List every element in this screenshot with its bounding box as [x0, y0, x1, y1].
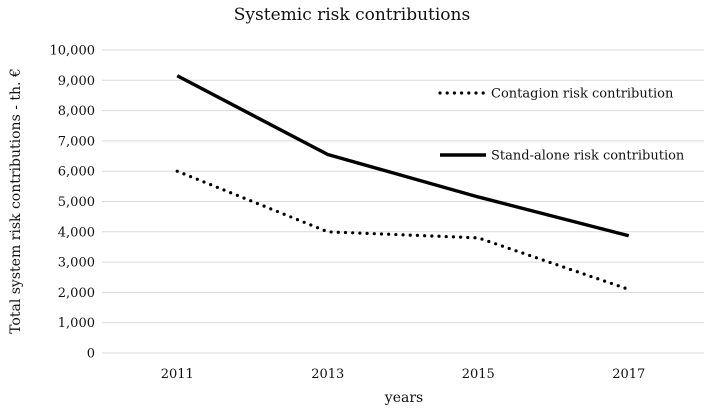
y-tick-label: 8,000: [58, 104, 95, 119]
x-tick-label: 2013: [311, 367, 344, 382]
y-tick-label: 7,000: [58, 134, 95, 149]
series-layer: [175, 74, 631, 291]
chart-title: Systemic risk contributions: [234, 5, 470, 25]
stand-alone-risk-line: [176, 74, 630, 238]
y-tick-label: 3,000: [58, 256, 95, 271]
y-tick-label: 4,000: [58, 225, 95, 240]
legend: Contagion risk contribution Stand-alone r…: [438, 87, 685, 164]
grid-layer: [102, 49, 704, 354]
x-tick-label: 2015: [462, 367, 495, 382]
y-tick-label: 6,000: [58, 165, 95, 180]
x-tick-labels: 2011 2013 2015 2017: [161, 367, 646, 382]
legend-label: Stand-alone risk contribution: [491, 149, 685, 164]
y-tick-label: 9,000: [58, 74, 95, 89]
y-tick-labels: 0 1,000 2,000 3,000 4,000 5,000 6,000 7,000 8,00…: [50, 44, 96, 362]
contagion-risk-line: [175, 169, 631, 291]
y-tick-label: 5,000: [58, 195, 95, 210]
y-tick-label: 2,000: [58, 286, 95, 301]
legend-label: Contagion risk contribution: [491, 87, 674, 102]
y-tick-label: 1,000: [58, 316, 95, 331]
x-tick-label: 2011: [161, 367, 194, 382]
y-tick-label: 0: [87, 347, 95, 362]
y-tick-label: 10,000: [50, 44, 96, 59]
x-axis-title: years: [384, 390, 423, 406]
x-tick-label: 2017: [612, 367, 645, 382]
y-axis-title: Total system risk contributions - th. €: [8, 68, 24, 334]
